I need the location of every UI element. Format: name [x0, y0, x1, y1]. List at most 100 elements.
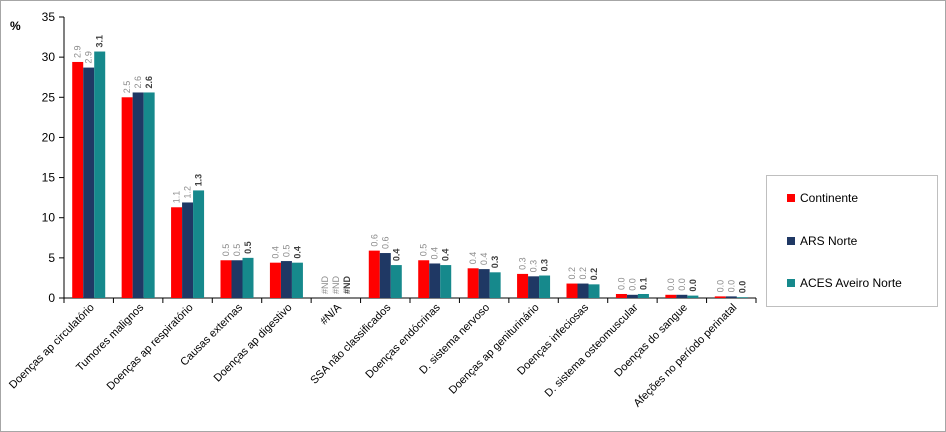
- bar: [280, 261, 292, 298]
- legend-swatch-ars-norte: [787, 237, 795, 245]
- data-label: 0.0: [737, 281, 747, 294]
- bar: [429, 263, 441, 298]
- data-label: 0.4: [292, 246, 302, 259]
- bar: [577, 283, 589, 298]
- y-tick-label: 30: [42, 50, 56, 64]
- data-label: 0.2: [578, 267, 588, 280]
- data-label: 0.0: [677, 278, 687, 291]
- legend-swatch-continente: [787, 194, 795, 202]
- data-label: 0.5: [232, 244, 242, 257]
- bar: [736, 297, 748, 298]
- data-label: 0.6: [380, 237, 390, 250]
- data-label: 0.0: [616, 277, 626, 290]
- y-tick-label: 20: [42, 130, 56, 144]
- bar: [566, 283, 578, 298]
- data-label: 0.1: [638, 277, 648, 290]
- category-label: #N/A: [318, 301, 344, 327]
- bar: [665, 294, 677, 298]
- legend-label-continente: Continente: [800, 191, 859, 205]
- legend-item-continente: Continente: [787, 191, 858, 205]
- data-label: 0.5: [243, 241, 253, 254]
- data-label: 2.9: [84, 51, 94, 64]
- bar: [121, 97, 133, 299]
- y-tick-label: 15: [42, 171, 56, 185]
- bar: [143, 92, 155, 299]
- data-label: 0.3: [490, 256, 500, 269]
- data-label: 2.9: [73, 45, 83, 58]
- bar: [368, 250, 380, 298]
- bar: [231, 260, 243, 298]
- bar: [242, 257, 254, 298]
- y-tick-label: 35: [42, 10, 56, 24]
- data-label: 0.5: [419, 244, 429, 257]
- bars: [72, 51, 748, 299]
- data-label: 0.4: [441, 249, 451, 262]
- bar: [588, 284, 600, 298]
- bar: [467, 268, 479, 298]
- data-label: 0.3: [529, 260, 539, 273]
- legend-label-aces-aveiro-norte: ACES Aveiro Norte: [800, 276, 902, 290]
- data-label: 0.3: [540, 259, 550, 272]
- data-label: #ND: [342, 275, 352, 294]
- bar: [83, 67, 95, 298]
- category-label: Afeções no período perinatal: [631, 302, 739, 410]
- legend-label-ars-norte: ARS Norte: [800, 234, 858, 248]
- data-label: 2.6: [144, 76, 154, 89]
- bar: [615, 293, 627, 298]
- data-label: 0.0: [627, 278, 637, 291]
- data-label: 0.0: [726, 280, 736, 293]
- data-label: #ND: [320, 275, 330, 294]
- bar: [269, 262, 281, 298]
- data-label: 0.4: [391, 249, 401, 262]
- y-axis-label: %: [10, 19, 21, 33]
- category-label: D. sistema osteomuscular: [543, 301, 641, 399]
- data-label: 0.0: [666, 278, 676, 291]
- bar: [72, 61, 84, 299]
- data-label: 1.2: [183, 186, 193, 199]
- data-label: 0.4: [270, 246, 280, 259]
- category-label: SSA não classificados: [308, 301, 393, 386]
- data-label: 1.3: [194, 174, 204, 187]
- legend: Continente ARS Norte ACES Aveiro Norte: [766, 175, 938, 307]
- data-label: 3.1: [95, 35, 105, 48]
- data-label: 0.5: [281, 245, 291, 258]
- bar: [539, 275, 551, 298]
- bar: [193, 190, 205, 298]
- bar: [291, 262, 303, 298]
- data-label: 0.6: [369, 234, 379, 247]
- bar: [676, 294, 688, 298]
- bar: [220, 260, 232, 298]
- bar: [626, 294, 638, 298]
- data-labels: 2.92.51.10.5 0.4#ND0.60.50.4 0.30.20.0 0.0 0…: [73, 35, 748, 294]
- legend-item-ars-norte: ARS Norte: [787, 234, 857, 248]
- data-label: 2.5: [122, 81, 132, 94]
- data-label: 0.0: [688, 279, 698, 292]
- data-label: 0.4: [479, 253, 489, 266]
- axes: 0 5 10 15 20 25 30 35: [42, 10, 757, 305]
- y-tick-label: 25: [42, 90, 56, 104]
- bar: [725, 296, 737, 298]
- bar: [182, 202, 194, 298]
- bar: [94, 51, 106, 298]
- data-label: 0.4: [430, 247, 440, 260]
- y-tick-label: 10: [42, 211, 56, 225]
- bar: [478, 269, 490, 298]
- data-label: 0.2: [589, 268, 599, 281]
- category-label: Doenças ap respiratório: [105, 302, 196, 393]
- data-label: 0.4: [468, 252, 478, 265]
- legend-item-aces-aveiro-norte: ACES Aveiro Norte: [787, 276, 902, 290]
- category-label: Doenças ap geniturinário: [447, 302, 542, 397]
- bar: [132, 92, 144, 299]
- bar: [637, 293, 649, 298]
- data-label: 1.1: [172, 191, 182, 204]
- bar: [528, 276, 540, 298]
- data-label: 0.0: [715, 280, 725, 293]
- y-tick-label: 0: [48, 291, 55, 305]
- data-label: 2.6: [133, 76, 143, 89]
- bar: [517, 273, 529, 298]
- bar: [489, 272, 501, 298]
- bar: [171, 207, 183, 298]
- bar: [418, 260, 430, 298]
